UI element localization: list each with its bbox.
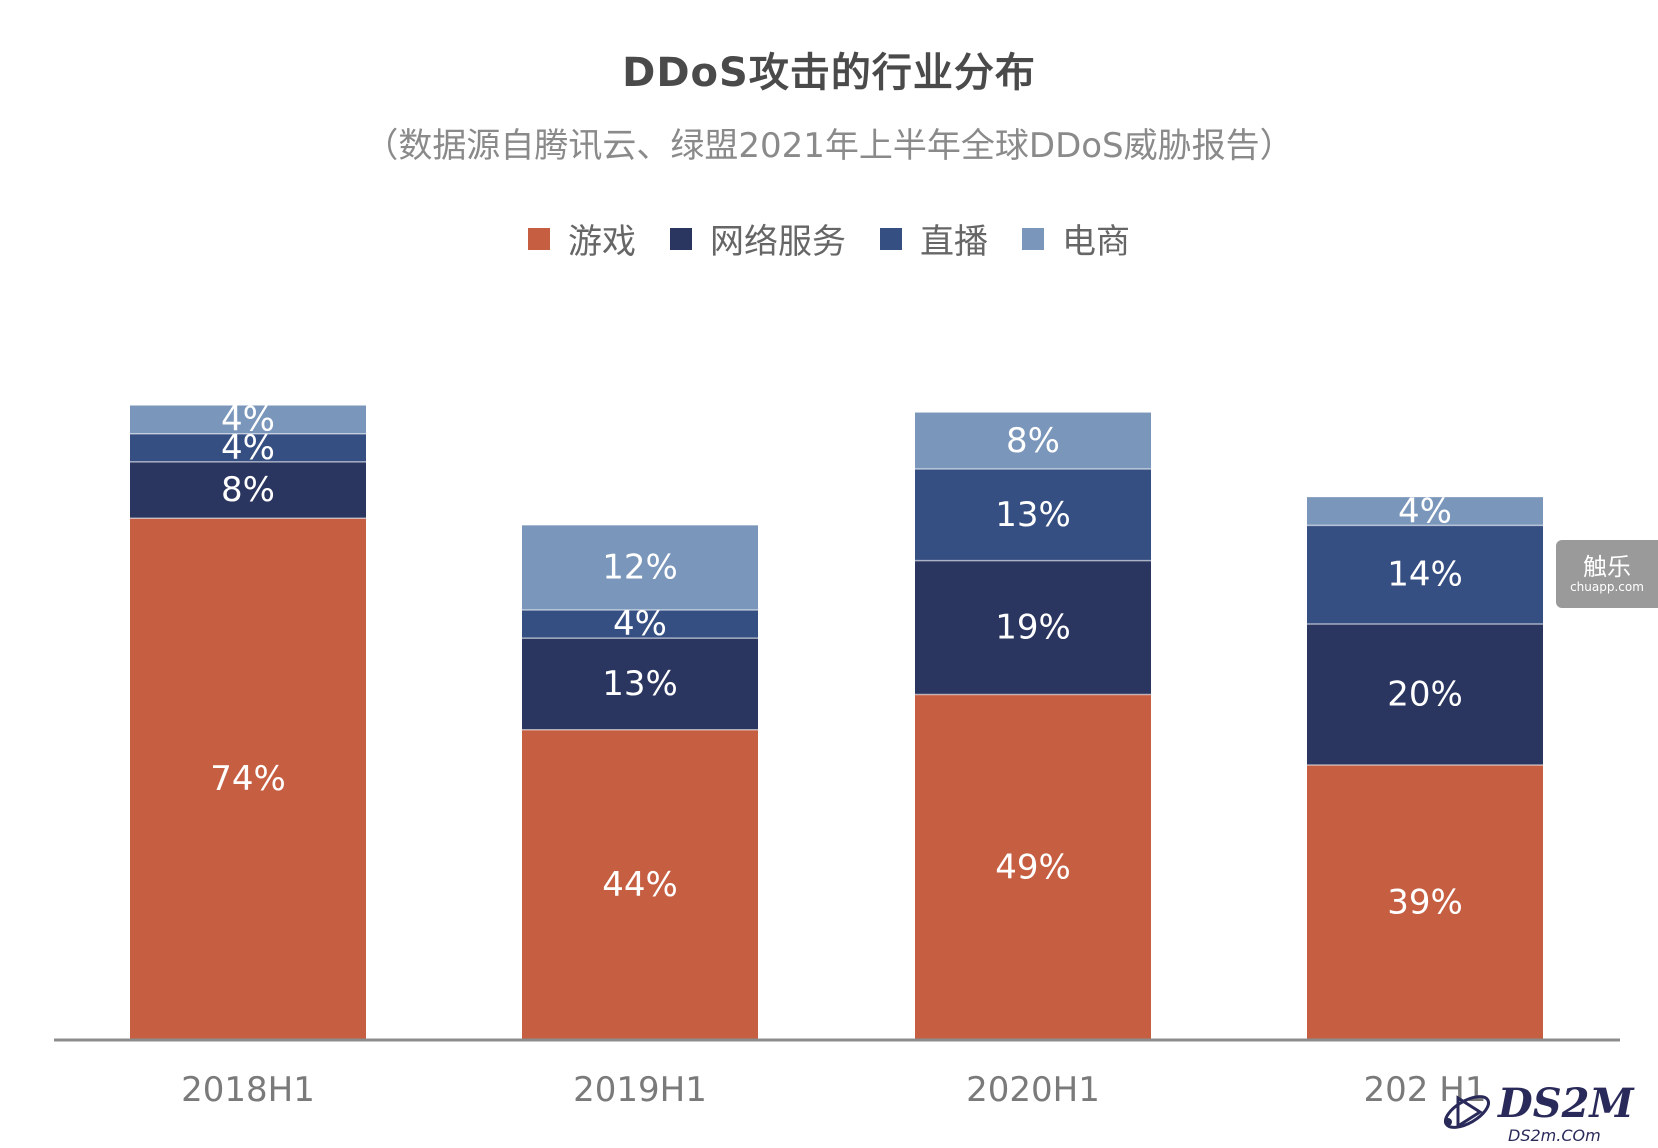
bar-segment-games-4 [1307,765,1543,1040]
chuapp-watermark-badge: 触乐 chuapp.com [1556,540,1658,608]
bar-segment-network-services-2 [522,638,758,730]
watermark-logo-subtext: DS2m.COm [1508,1126,1601,1145]
bar-segment-ecommerce-3 [915,412,1151,469]
bar-segment-games-2 [522,729,758,1040]
data-label-network-services-3: 19% [995,608,1071,648]
data-label-ecommerce-1: 4% [221,400,275,440]
legend-swatch-games [528,227,550,250]
bar-segment-games-1 [130,518,366,1040]
bar-segment-network-services-1 [130,461,366,519]
bar-segment-ecommerce-4 [1307,497,1543,526]
legend-item-ecommerce: 电商 [1022,214,1130,263]
legend-item-games: 游戏 [528,214,636,263]
bar-segment-network-services-3 [915,560,1151,695]
chart-subtitle: （数据源自腾讯云、绿盟2021年上半年全球DDoS威胁报告） [364,126,1294,166]
bar-segment-network-services-4 [1307,624,1543,766]
data-label-live-streaming-1: 4% [221,428,275,468]
data-label-games-4: 39% [1387,883,1463,923]
bars-layer: 74%8%4%4%44%13%4%12%49%19%13%8%39%20%14%… [130,400,1543,1040]
data-label-ecommerce-4: 4% [1398,491,1452,531]
x-tick-label-1: 2018H1 [181,1070,315,1110]
data-label-games-1: 74% [210,759,286,799]
data-label-network-services-4: 20% [1387,675,1463,715]
data-label-live-streaming-3: 13% [995,495,1071,535]
bar-segment-ecommerce-2 [522,525,758,610]
ds2m-logo-icon [1444,1095,1490,1129]
watermark-badge-subtext: chuapp.com [1570,580,1644,594]
data-label-ecommerce-3: 8% [1006,421,1060,461]
data-label-games-2: 44% [602,865,678,905]
x-tick-label-2: 2019H1 [573,1070,707,1110]
legend-item-network-services: 网络服务 [670,214,846,263]
legend: 游戏 网络服务 直播 电商 [0,214,1658,263]
data-label-live-streaming-4: 14% [1387,555,1463,595]
data-label-network-services-2: 13% [602,664,678,704]
legend-swatch-live-streaming [880,227,902,250]
bar-segment-games-3 [915,694,1151,1040]
chart-title: DDoS攻击的行业分布 [622,50,1036,96]
watermark-badge-text: 触乐 [1583,553,1631,581]
bar-segment-live-streaming-4 [1307,525,1543,625]
bar-segment-live-streaming-3 [915,468,1151,561]
x-tick-labels: 2018H1 2019H1 2020H1 202 H1 [181,1070,1486,1110]
watermark-logo-text: DS2M [1498,1080,1634,1127]
bar-segment-ecommerce-1 [130,405,366,434]
x-tick-label-3: 2020H1 [966,1070,1100,1110]
legend-swatch-ecommerce [1022,227,1044,250]
ds2m-watermark-logo: DS2M DS2m.COm [1438,1080,1648,1146]
bar-segment-live-streaming-2 [522,609,758,639]
data-label-games-3: 49% [995,847,1071,887]
data-label-ecommerce-2: 12% [602,548,678,588]
bar-segment-live-streaming-1 [130,433,366,462]
legend-label-live-streaming: 直播 [920,222,988,262]
legend-label-games: 游戏 [568,222,636,262]
legend-label-ecommerce: 电商 [1062,222,1130,262]
legend-swatch-network-services [670,227,692,250]
data-label-live-streaming-2: 4% [613,604,667,644]
legend-label-network-services: 网络服务 [710,222,846,262]
legend-item-live-streaming: 直播 [880,214,988,263]
data-label-network-services-1: 8% [221,470,275,510]
